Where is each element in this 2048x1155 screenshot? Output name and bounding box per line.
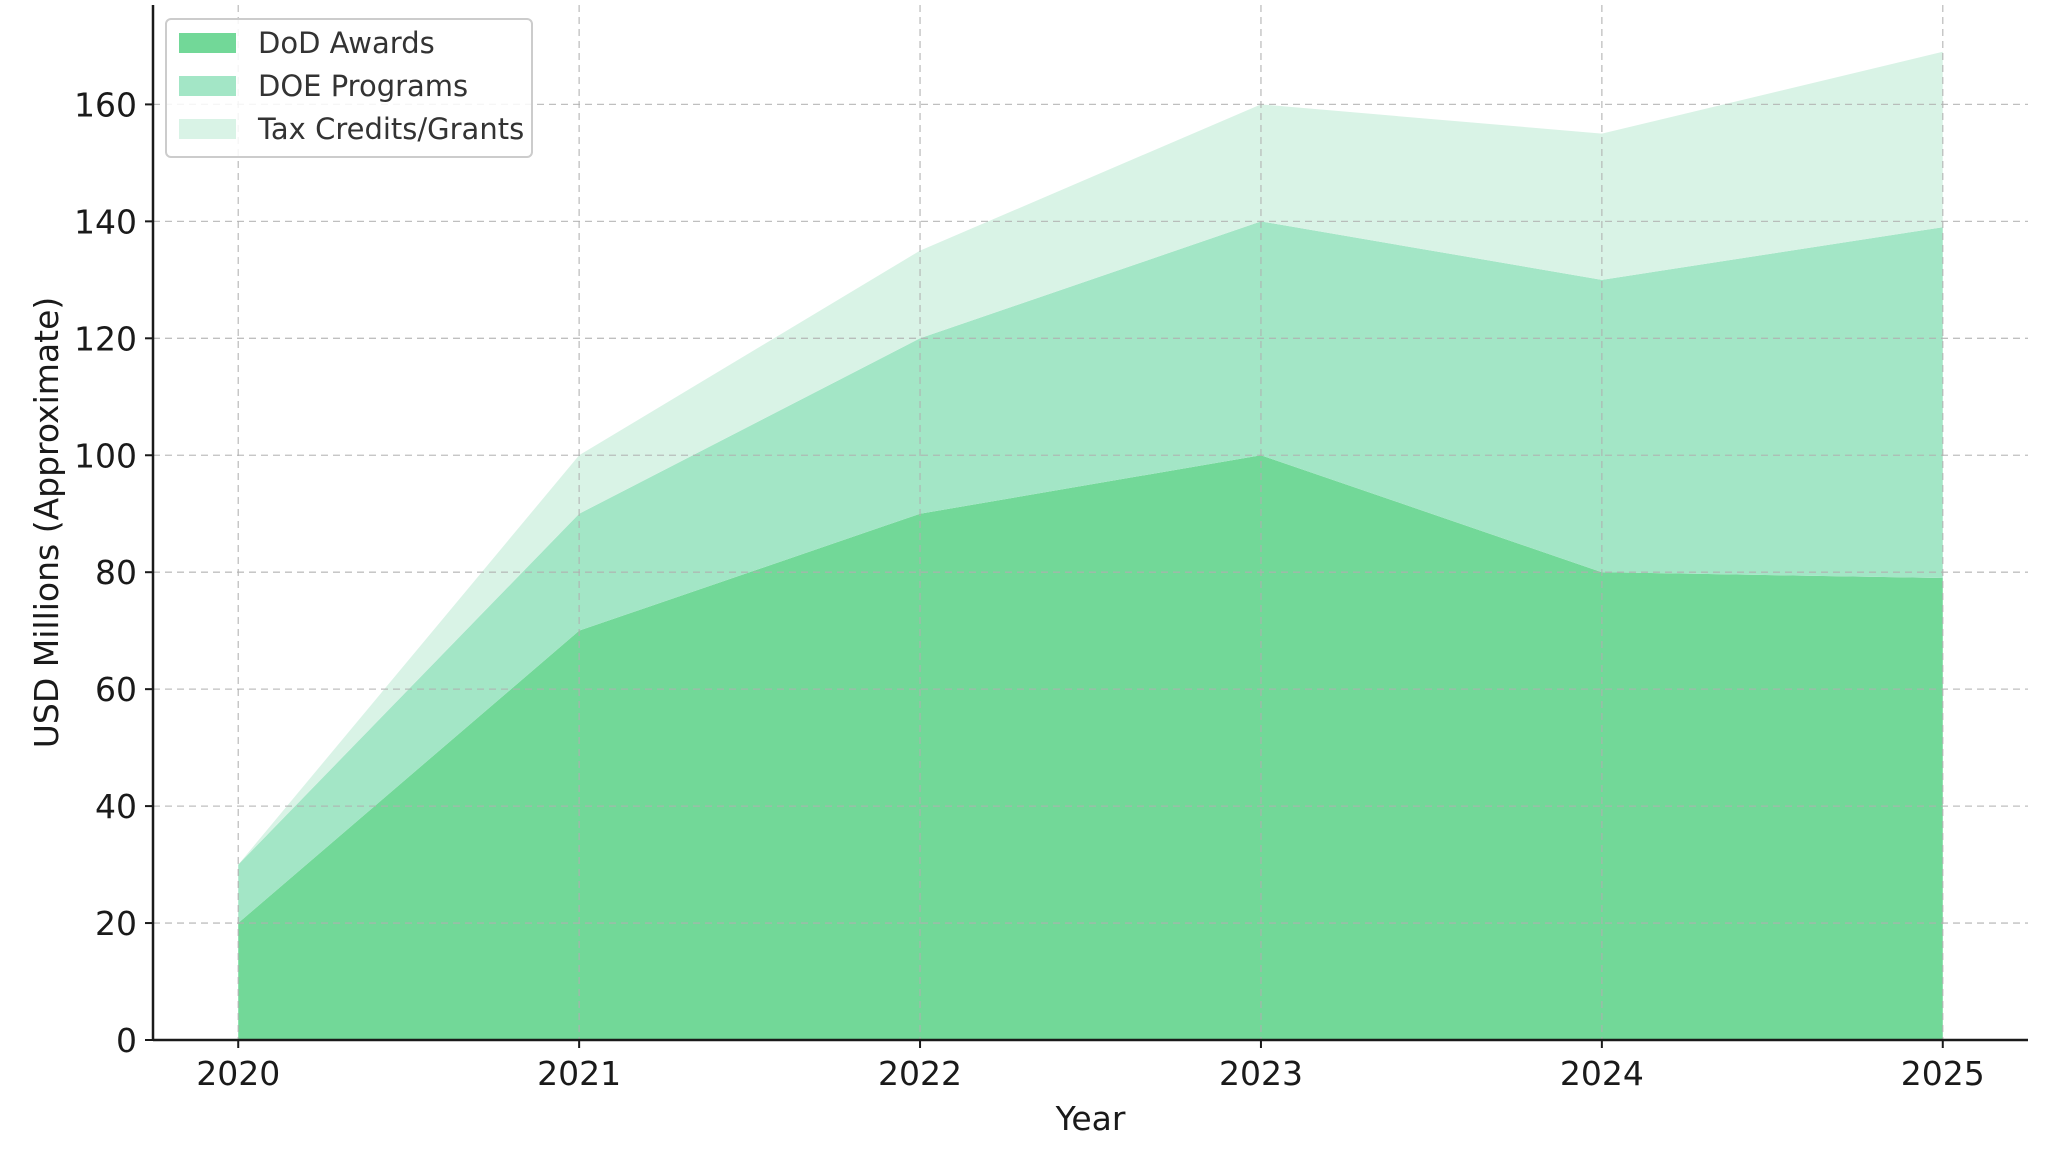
x-axis-ticks: 2020 2021 2022 2023 2024 2025 — [196, 1040, 1985, 1093]
y-tick-label-0: 0 — [116, 1021, 137, 1060]
x-tick-label-1: 2021 — [537, 1054, 621, 1093]
legend-swatch-2 — [179, 119, 236, 139]
x-tick-label-2: 2022 — [878, 1054, 962, 1093]
legend-label-2: Tax Credits/Grants — [257, 112, 524, 146]
legend-label-1: DOE Programs — [258, 69, 468, 103]
area-series-0 — [238, 455, 1943, 1040]
y-axis-title: USD Millions (Approximate) — [27, 297, 66, 748]
y-tick-label-6: 120 — [74, 319, 137, 358]
grid-lines — [153, 5, 2028, 1040]
y-tick-label-8: 160 — [74, 85, 137, 124]
x-tick-label-4: 2024 — [1560, 1054, 1644, 1093]
y-tick-label-4: 80 — [95, 553, 137, 592]
y-tick-label-5: 100 — [74, 436, 137, 475]
area-series-group — [238, 51, 1943, 1040]
y-tick-label-2: 40 — [95, 787, 137, 826]
legend-swatch-0 — [179, 33, 236, 53]
axes — [151, 5, 2028, 1042]
area-series-1 — [238, 221, 1943, 924]
legend: DoD Awards DOE Programs Tax Credits/Grants — [165, 18, 533, 158]
y-tick-label-1: 20 — [95, 904, 137, 943]
y-axis-ticks: 0 20 40 60 80 100 120 140 160 — [74, 85, 153, 1060]
x-tick-label-0: 2020 — [196, 1054, 280, 1093]
legend-swatch-1 — [179, 76, 236, 96]
x-tick-label-5: 2025 — [1901, 1054, 1985, 1093]
legend-label-0: DoD Awards — [258, 26, 435, 60]
x-tick-label-3: 2023 — [1219, 1054, 1303, 1093]
legend-box — [165, 18, 533, 158]
y-tick-label-7: 140 — [74, 202, 137, 241]
x-axis-title: Year — [1055, 1099, 1126, 1138]
area-series-2 — [238, 51, 1943, 865]
y-tick-label-3: 60 — [95, 670, 137, 709]
